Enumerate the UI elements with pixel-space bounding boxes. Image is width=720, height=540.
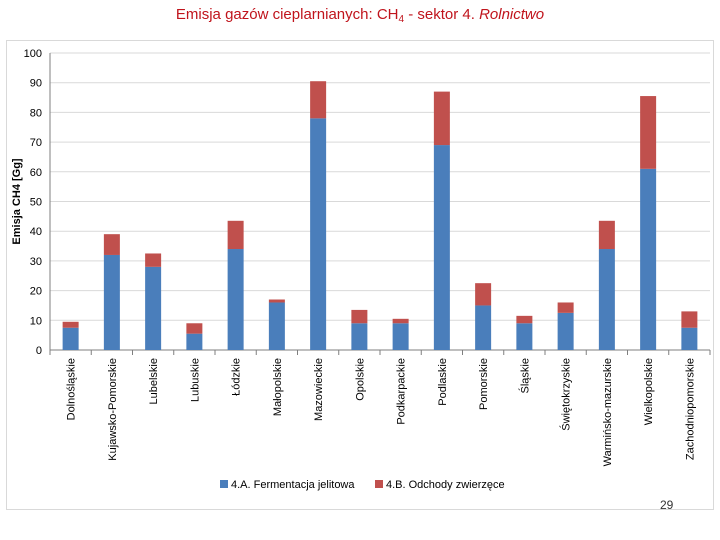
category-label: Zachodniopomorskie (684, 358, 696, 460)
y-tick-label: 40 (30, 226, 42, 238)
title-subscript: 4 (398, 14, 405, 25)
category-label: Opolskie (354, 358, 366, 401)
category-label: Dolnośląskie (66, 358, 78, 420)
y-tick-label: 20 (30, 286, 42, 298)
bar-odchody (433, 91, 450, 146)
bar-fermentacja (557, 312, 574, 350)
category-label: Łódzkie (231, 358, 243, 396)
bar-odchody (516, 315, 533, 324)
legend-label: 4.B. Odchody zwierzęce (386, 479, 505, 491)
legend-swatch (375, 480, 383, 488)
bar-fermentacja (598, 249, 615, 350)
bar-odchody (392, 318, 409, 324)
y-tick-label: 100 (24, 48, 42, 60)
y-tick-label: 70 (30, 137, 42, 149)
title-middle: - sektor 4. (404, 6, 480, 23)
category-label: Lubelskie (148, 358, 160, 404)
bar-fermentacja (103, 254, 120, 350)
y-tick-label: 50 (30, 197, 42, 209)
bar-odchody (310, 81, 327, 119)
bar-odchody (351, 309, 368, 324)
bar-fermentacja (268, 302, 285, 350)
category-label: Śląskie (518, 358, 531, 393)
category-label: Podlaskie (437, 358, 449, 406)
bar-fermentacja (310, 118, 327, 350)
bar-odchody (557, 302, 574, 313)
bar-odchody (103, 234, 120, 255)
y-tick-label: 30 (30, 256, 42, 268)
bar-odchody (640, 96, 657, 169)
bar-odchody (598, 220, 615, 250)
bar-fermentacja (640, 168, 657, 350)
category-label: Warmińsko-mazurskie (602, 358, 614, 466)
y-tick-label: 0 (36, 345, 42, 357)
category-label: Lubuskie (189, 358, 201, 402)
category-label: Małopolskie (272, 358, 284, 416)
y-tick-label: 10 (30, 315, 42, 327)
y-tick-label: 90 (30, 78, 42, 90)
legend-label: 4.A. Fermentacja jelitowa (231, 479, 355, 491)
y-axis-label: Emisja CH4 [Gg] (11, 158, 23, 245)
bar-fermentacja (516, 323, 533, 350)
bar-fermentacja (433, 145, 450, 350)
bar-fermentacja (475, 305, 492, 350)
bar-odchody (681, 311, 698, 328)
title-text: Emisja gazów cieplarnianych: CH (175, 6, 399, 23)
bar-fermentacja (145, 266, 162, 350)
bar-odchody (268, 299, 285, 303)
page-title: Emisja gazów cieplarnianych: CH4 - sekto… (0, 6, 720, 25)
bar-odchody (145, 253, 162, 267)
category-label: Podkarpackie (396, 358, 408, 425)
bar-odchody (227, 220, 244, 250)
bar-fermentacja (392, 323, 409, 350)
y-tick-label: 60 (30, 167, 42, 179)
category-label: Mazowieckie (313, 358, 325, 421)
bar-odchody (62, 321, 79, 328)
title-italic: Rolnictwo (479, 6, 545, 23)
bar-fermentacja (186, 333, 203, 350)
y-tick-label: 80 (30, 107, 42, 119)
bar-fermentacja (62, 327, 79, 350)
category-label: Pomorskie (478, 358, 490, 410)
chart-frame (6, 40, 714, 510)
category-label: Kujawsko-Pomorskie (107, 358, 119, 461)
bar-fermentacja (227, 249, 244, 350)
bar-odchody (186, 323, 203, 334)
bar-odchody (475, 283, 492, 306)
category-label: Świętokrzyskie (560, 358, 573, 431)
slide-number: 29 (660, 498, 674, 512)
bar-fermentacja (681, 327, 698, 350)
legend-swatch (220, 480, 228, 488)
category-label: Wielkopolskie (643, 358, 655, 425)
bar-fermentacja (351, 323, 368, 350)
